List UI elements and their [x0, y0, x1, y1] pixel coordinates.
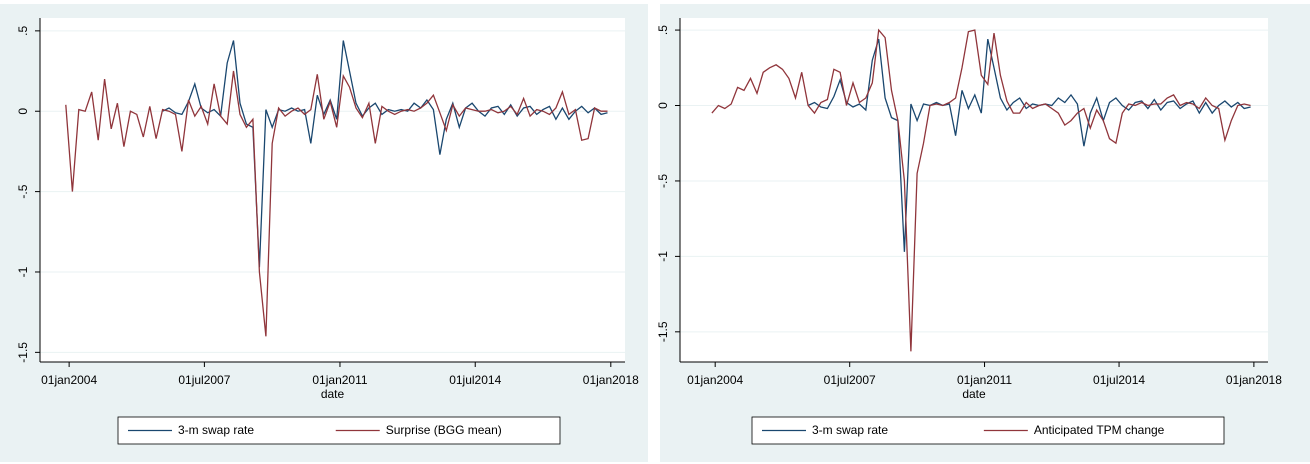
plot-area	[40, 18, 625, 362]
x-tick-label: 01jul2007	[824, 373, 876, 387]
x-tick-label: 01jan2018	[583, 373, 639, 387]
series-line	[711, 28, 1251, 352]
x-tick-label: 01jan2018	[1226, 373, 1282, 387]
y-tick-label: -1	[656, 251, 670, 262]
legend-label: 3-m swap rate	[178, 423, 254, 437]
y-tick-label: 0	[656, 102, 670, 109]
y-tick-label: -.5	[16, 184, 30, 198]
y-tick-label: -.5	[656, 174, 670, 188]
legend-label: Surprise (BGG mean)	[386, 423, 502, 437]
x-tick-label: 01jul2014	[449, 373, 501, 387]
legend-label: Anticipated TPM change	[1034, 423, 1165, 437]
x-tick-label: 01jul2007	[178, 373, 230, 387]
series-line	[65, 70, 608, 337]
x-tick-label: 01jul2014	[1093, 373, 1145, 387]
y-tick-label: 0	[16, 108, 30, 115]
series-line	[162, 40, 608, 268]
plot-area	[680, 18, 1268, 362]
x-tick-label: 01jan2011	[957, 373, 1012, 387]
y-tick-label: -1	[16, 266, 30, 277]
x-axis-label: date	[321, 387, 345, 401]
y-tick-label: -1.5	[16, 342, 30, 363]
y-tick-label: .5	[656, 25, 670, 35]
y-tick-label: -1.5	[656, 321, 670, 342]
y-tick-label: .5	[16, 26, 30, 36]
x-tick-label: 01jan2004	[41, 373, 97, 387]
x-tick-label: 01jan2011	[312, 373, 367, 387]
x-axis-label: date	[962, 387, 986, 401]
x-tick-label: 01jan2004	[687, 373, 743, 387]
legend-label: 3-m swap rate	[812, 423, 888, 437]
